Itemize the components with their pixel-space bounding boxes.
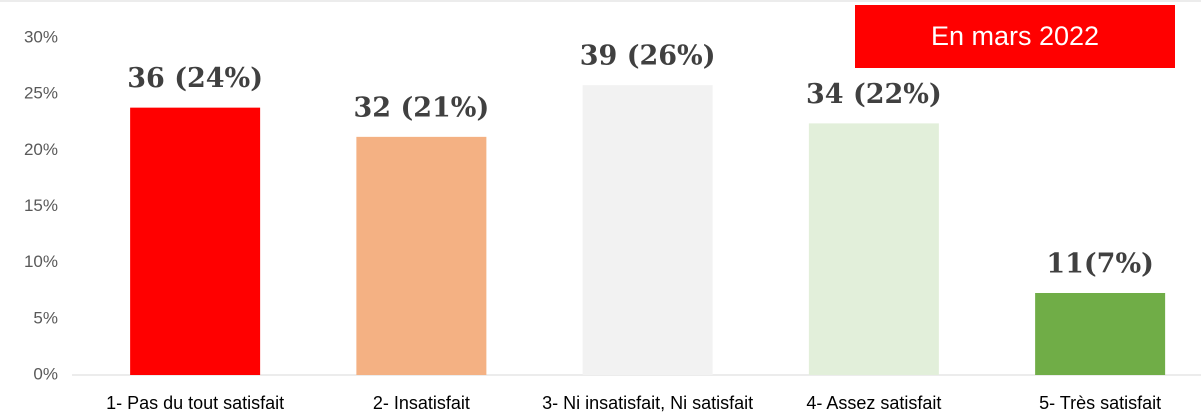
data-label: 39 (26%) (580, 41, 716, 72)
x-tick-label: 1- Pas du tout satisfait (106, 393, 284, 413)
y-tick-label: 15% (24, 196, 58, 215)
x-tick-label: 3- Ni insatisfait, Ni satisfait (542, 393, 753, 413)
annotation-box (855, 5, 1175, 68)
x-tick-label: 2- Insatisfait (373, 393, 470, 413)
data-label: 11(7%) (1046, 248, 1154, 279)
bar (1035, 292, 1166, 375)
annotation: En mars 2022 (931, 21, 1099, 51)
y-tick-label: 30% (24, 27, 58, 46)
bar (130, 107, 261, 375)
data-label: 32 (21%) (353, 92, 489, 123)
data-label: 34 (22%) (806, 79, 942, 110)
y-tick-label: 0% (33, 364, 58, 383)
data-label: 36 (24%) (127, 63, 263, 94)
x-tick-label: 4- Assez satisfait (806, 393, 941, 413)
y-tick-label: 5% (33, 308, 58, 327)
bar (582, 85, 713, 376)
x-tick-label: 5- Très satisfait (1039, 393, 1161, 413)
y-tick-label: 25% (24, 84, 58, 103)
y-tick-label: 10% (24, 252, 58, 271)
bar (356, 136, 487, 375)
y-tick-label: 20% (24, 140, 58, 159)
bar (808, 123, 939, 375)
